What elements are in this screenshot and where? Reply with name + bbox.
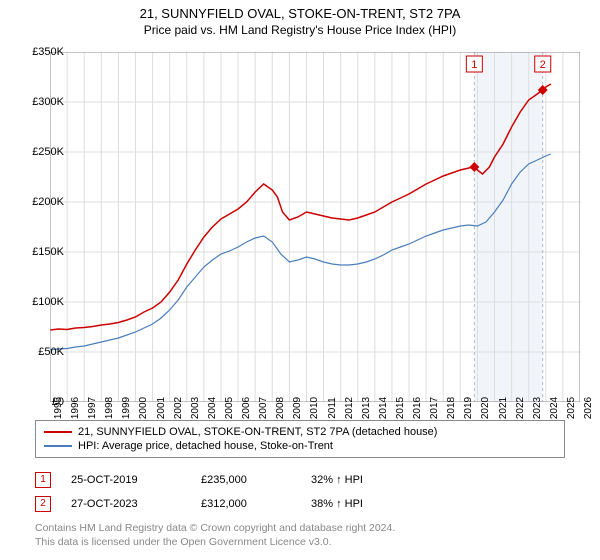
xtick-label: 2004 — [207, 397, 218, 419]
xtick-label: 2013 — [361, 397, 372, 419]
marker-row-2: 2 27-OCT-2023 £312,000 38% ↑ HPI — [35, 492, 401, 516]
xtick-label: 1997 — [87, 397, 98, 419]
marker-price-1: £235,000 — [201, 474, 291, 486]
xtick-label: 2002 — [173, 397, 184, 419]
marker-row-1: 1 25-OCT-2019 £235,000 32% ↑ HPI — [35, 468, 401, 492]
footer-license: This data is licensed under the Open Gov… — [35, 536, 395, 550]
ytick-label: £300K — [32, 96, 64, 108]
marker-badge-1: 1 — [35, 472, 51, 488]
xtick-label: 2019 — [463, 397, 474, 419]
xtick-label: 2025 — [566, 397, 577, 419]
ytick-label: £100K — [32, 296, 64, 308]
xtick-label: 2011 — [327, 397, 338, 419]
marker-badge-2: 2 — [35, 496, 51, 512]
legend-row-property: 21, SUNNYFIELD OVAL, STOKE-ON-TRENT, ST2… — [44, 425, 556, 439]
xtick-label: 2017 — [429, 397, 440, 419]
xtick-label: 1996 — [70, 397, 81, 419]
xtick-label: 2022 — [515, 397, 526, 419]
marker-price-2: £312,000 — [201, 498, 291, 510]
xtick-label: 2024 — [549, 397, 560, 419]
xtick-label: 2023 — [532, 397, 543, 419]
xtick-label: 2012 — [344, 397, 355, 419]
legend-row-hpi: HPI: Average price, detached house, Stok… — [44, 439, 556, 453]
xtick-label: 2021 — [498, 397, 509, 419]
footer-copyright: Contains HM Land Registry data © Crown c… — [35, 522, 395, 536]
xtick-label: 2009 — [292, 397, 303, 419]
marker-pct-1: 32% ↑ HPI — [311, 474, 401, 486]
xtick-label: 2014 — [378, 397, 389, 419]
chart-area: 12 — [50, 52, 580, 402]
marker-date-2: 27-OCT-2023 — [71, 498, 181, 510]
legend-label-hpi: HPI: Average price, detached house, Stok… — [78, 440, 333, 452]
ytick-label: £150K — [32, 246, 64, 258]
marker-pct-2: 38% ↑ HPI — [311, 498, 401, 510]
xtick-label: 2010 — [309, 397, 320, 419]
ytick-label: £250K — [32, 146, 64, 158]
xtick-label: 2020 — [480, 397, 491, 419]
xtick-label: 2005 — [224, 397, 235, 419]
legend-swatch-hpi — [44, 445, 72, 447]
title-block: 21, SUNNYFIELD OVAL, STOKE-ON-TRENT, ST2… — [0, 0, 600, 37]
xtick-label: 2000 — [138, 397, 149, 419]
xtick-label: 2003 — [190, 397, 201, 419]
ytick-label: £50K — [38, 346, 64, 358]
xtick-label: 2026 — [583, 397, 594, 419]
ytick-label: £200K — [32, 196, 64, 208]
title-subtitle: Price paid vs. HM Land Registry's House … — [0, 23, 600, 37]
marker-date-1: 25-OCT-2019 — [71, 474, 181, 486]
xtick-label: 2016 — [412, 397, 423, 419]
xtick-label: 1995 — [53, 397, 64, 419]
xtick-label: 2007 — [258, 397, 269, 419]
legend: 21, SUNNYFIELD OVAL, STOKE-ON-TRENT, ST2… — [35, 420, 565, 458]
chart-svg: 12 — [50, 52, 580, 402]
xtick-label: 1998 — [104, 397, 115, 419]
xtick-label: 2006 — [241, 397, 252, 419]
footer: Contains HM Land Registry data © Crown c… — [35, 522, 395, 549]
svg-text:1: 1 — [471, 59, 477, 71]
legend-label-property: 21, SUNNYFIELD OVAL, STOKE-ON-TRENT, ST2… — [78, 426, 437, 438]
xtick-label: 2018 — [446, 397, 457, 419]
marker-table: 1 25-OCT-2019 £235,000 32% ↑ HPI 2 27-OC… — [35, 468, 401, 516]
xtick-label: 2008 — [275, 397, 286, 419]
chart-container: 21, SUNNYFIELD OVAL, STOKE-ON-TRENT, ST2… — [0, 0, 600, 560]
title-address: 21, SUNNYFIELD OVAL, STOKE-ON-TRENT, ST2… — [0, 6, 600, 21]
xtick-label: 2015 — [395, 397, 406, 419]
legend-swatch-property — [44, 431, 72, 433]
xtick-label: 2001 — [156, 397, 167, 419]
svg-text:2: 2 — [540, 59, 546, 71]
xtick-label: 1999 — [121, 397, 132, 419]
ytick-label: £350K — [32, 46, 64, 58]
